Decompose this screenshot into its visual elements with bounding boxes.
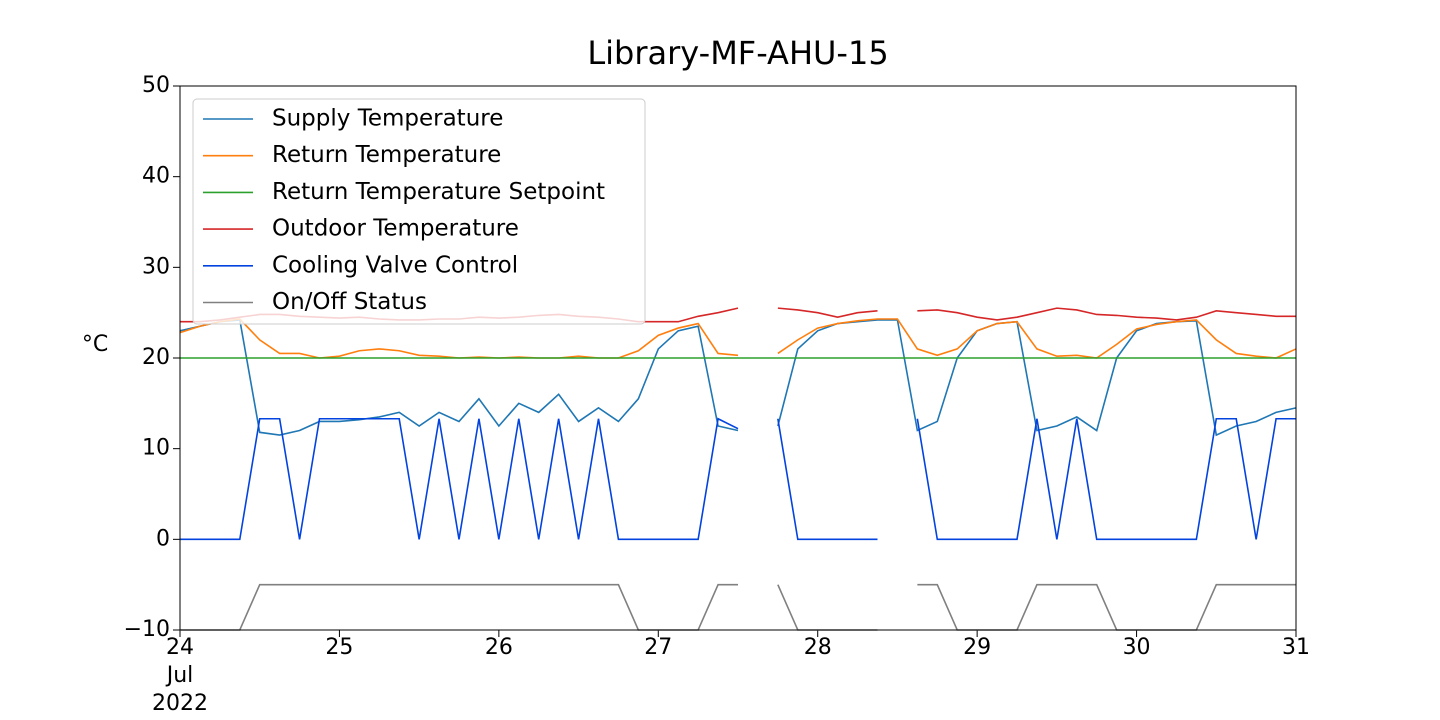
x-tick-label: 26 bbox=[485, 635, 513, 660]
y-tick-label: 40 bbox=[142, 164, 170, 189]
series-line bbox=[180, 417, 1296, 541]
legend-label: Return Temperature bbox=[272, 142, 501, 168]
series-line bbox=[179, 318, 1297, 359]
legend-label: Cooling Valve Control bbox=[272, 252, 518, 278]
legend-label: Outdoor Temperature bbox=[272, 216, 519, 242]
chart-title: Library-MF-AHU-15 bbox=[587, 34, 888, 72]
y-tick-label: −10 bbox=[124, 617, 170, 642]
series-line bbox=[180, 583, 1296, 631]
y-tick-label: 20 bbox=[142, 345, 170, 370]
y-axis-label: °C bbox=[82, 332, 108, 357]
x-tick-label: 27 bbox=[644, 635, 672, 660]
y-tick-label: 0 bbox=[156, 526, 170, 551]
legend-box bbox=[192, 98, 646, 325]
y-tick-label: 30 bbox=[142, 254, 170, 279]
plot-frame bbox=[179, 85, 1297, 631]
legend-label: Supply Temperature bbox=[272, 106, 503, 132]
x-tick-label: 30 bbox=[1123, 635, 1151, 660]
y-tick-label: 10 bbox=[142, 436, 170, 461]
x-tick-label: 24 Jul 2022 bbox=[152, 635, 208, 716]
x-tick-label: 31 bbox=[1282, 635, 1310, 660]
y-tick-label: 50 bbox=[142, 73, 170, 98]
x-tick-label: 25 bbox=[325, 635, 353, 660]
x-tick-label: 29 bbox=[963, 635, 991, 660]
series-line bbox=[179, 319, 1297, 437]
legend-label: On/Off Status bbox=[272, 289, 427, 315]
legend-label: Return Temperature Setpoint bbox=[272, 179, 605, 205]
x-tick-label: 28 bbox=[804, 635, 832, 660]
